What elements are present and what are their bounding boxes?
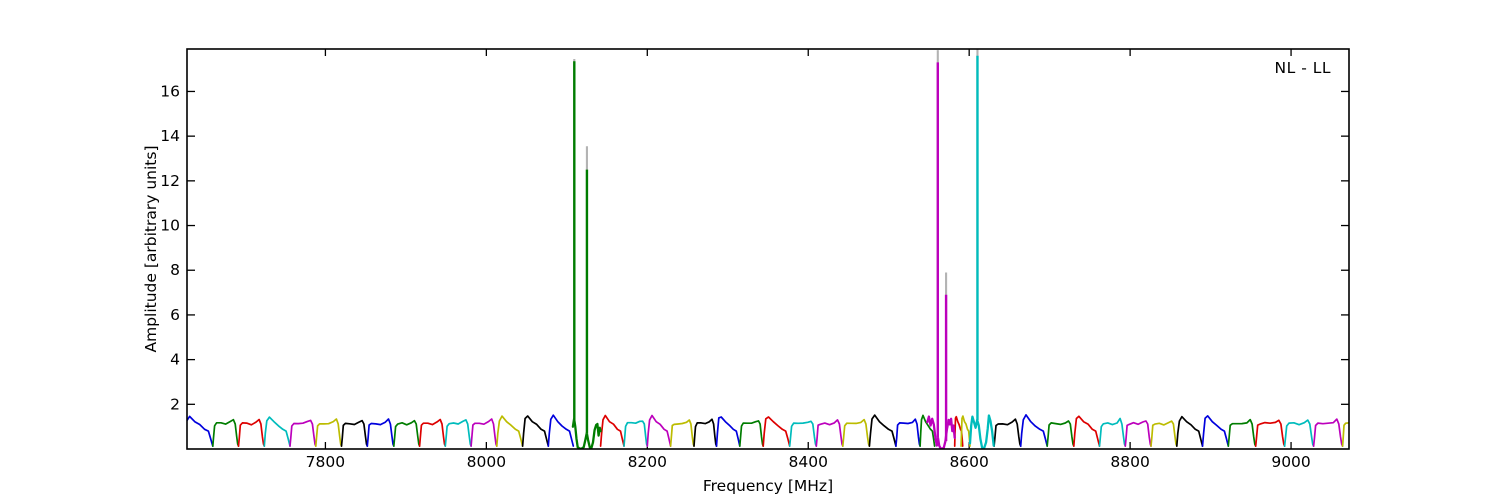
- x-tick-label: 8200: [628, 453, 667, 471]
- bandpass-segment: [1341, 421, 1349, 447]
- bandpass-segment: [289, 419, 317, 447]
- x-tick-label: 8400: [789, 453, 828, 471]
- bandpass-segment: [314, 418, 343, 447]
- bandpass-segment: [960, 415, 971, 447]
- bandpass-segment: [521, 415, 550, 447]
- bandpass-segment: [547, 414, 575, 447]
- bandpass-segment: [1227, 418, 1257, 447]
- x-axis-label: Frequency [MHz]: [702, 477, 834, 495]
- bandpass-segment: [762, 416, 791, 447]
- y-axis-label: Amplitude [arbitrary units]: [142, 145, 160, 353]
- bandpass-segment: [1312, 418, 1344, 447]
- rfi-profile: [968, 414, 995, 449]
- x-tick-label: 8800: [1110, 453, 1149, 471]
- bandpass-segment: [263, 416, 291, 447]
- bandpass-segment: [623, 420, 649, 447]
- bandpass-segment: [444, 419, 472, 447]
- bandpass-segment: [392, 419, 421, 447]
- bandpass-segment: [1283, 419, 1315, 447]
- bandpass-segment: [993, 418, 1022, 447]
- bandpass-segment: [340, 419, 369, 447]
- bandpass-segment: [211, 418, 240, 447]
- bandpass-segment: [1072, 415, 1101, 447]
- y-tick-label: 16: [160, 82, 180, 100]
- bandpass-segment: [1019, 414, 1049, 447]
- rfi-profile: [926, 415, 956, 449]
- bandpass-segment: [1098, 417, 1127, 447]
- bandpass-segment: [646, 414, 672, 447]
- plot-corner-label: NL - LL: [1274, 59, 1331, 77]
- bandpass-segment: [1046, 420, 1075, 447]
- bandpass-segment: [738, 420, 765, 447]
- bandpass-segment: [418, 418, 447, 447]
- axes-frame: [186, 48, 1350, 450]
- x-tick-label: 7800: [306, 453, 345, 471]
- bandpass-segment: [1201, 415, 1230, 447]
- bandpass-segment: [895, 418, 921, 447]
- bandpass-segment: [470, 418, 498, 447]
- bandpass-segment: [815, 419, 844, 447]
- bandpass-segment: [1254, 419, 1286, 447]
- bandpass-segment: [669, 419, 695, 447]
- y-tick-label: 6: [170, 306, 180, 324]
- bandpass-segment: [868, 414, 897, 447]
- y-tick-label: 12: [160, 172, 180, 190]
- x-tick-label: 8600: [949, 453, 988, 471]
- bandpass-segment: [495, 415, 524, 447]
- rfi-profile: [571, 417, 602, 449]
- bandpass-segment: [841, 418, 871, 447]
- bandpass-segment: [693, 418, 718, 447]
- y-tick-label: 4: [170, 351, 180, 369]
- y-tick-label: 14: [160, 127, 180, 145]
- bandpass-segment: [599, 414, 625, 447]
- y-tick-label: 10: [160, 217, 180, 235]
- y-tick-label: 8: [170, 261, 180, 279]
- bandpass-segment: [1175, 415, 1204, 447]
- bandpass-segment: [788, 420, 818, 447]
- bandpass-segment: [715, 416, 741, 447]
- bandpass-segment: [187, 415, 214, 447]
- bandpass-segment: [237, 418, 266, 447]
- data-layer: [187, 49, 1349, 449]
- bandpass-segment: [1124, 420, 1152, 447]
- bandpass-segment: [1150, 420, 1178, 447]
- bandpass-segment: [919, 414, 936, 447]
- x-tick-label: 9000: [1271, 453, 1310, 471]
- bandpass-segment: [366, 418, 395, 447]
- y-tick-label: 2: [170, 395, 180, 413]
- x-tick-label: 8000: [467, 453, 506, 471]
